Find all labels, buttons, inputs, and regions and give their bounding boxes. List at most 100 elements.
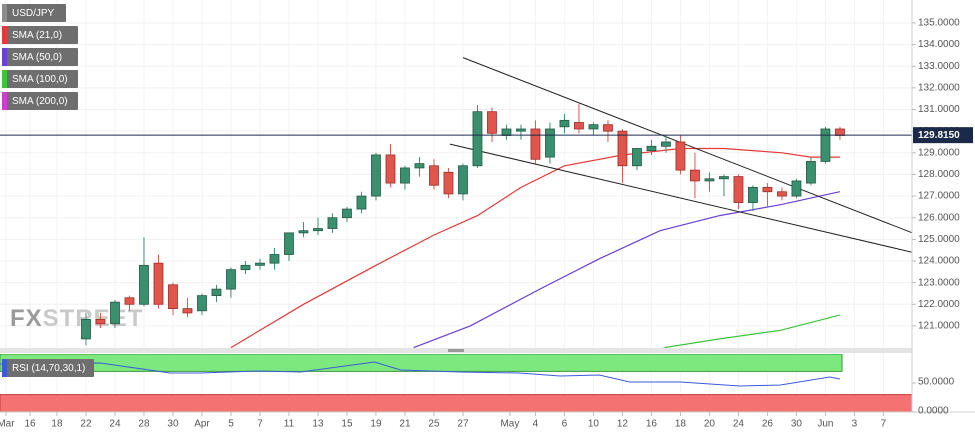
divider-handle[interactable]	[448, 349, 464, 352]
x-tick-label: Mar	[0, 419, 15, 430]
candle-body	[690, 169, 700, 182]
candle-body	[704, 178, 715, 182]
legend-box	[2, 26, 78, 44]
x-tick-label: Apr	[194, 419, 210, 430]
sma-line	[230, 147, 840, 348]
x-tick-label: 7	[257, 419, 263, 430]
candle-body	[806, 161, 816, 184]
candle-body	[81, 319, 91, 340]
candle-body	[617, 130, 628, 167]
candle-body	[472, 111, 483, 167]
x-tick-label: 18	[675, 419, 687, 430]
x-tick-label: 10	[588, 419, 600, 430]
trend-line	[462, 57, 912, 234]
x-tick-label: 11	[284, 419, 295, 430]
candle-body	[284, 232, 294, 255]
candle-body	[327, 217, 338, 229]
y-tick-label: 121.0000	[918, 321, 960, 332]
candle-body	[646, 145, 657, 152]
legend-box	[2, 48, 78, 66]
candle-body	[197, 295, 207, 312]
legend-item[interactable]: RSI (14,70,30,1)	[2, 359, 94, 377]
candle-body	[791, 180, 802, 197]
legend-item[interactable]: USD/JPY	[2, 4, 66, 22]
candle-body	[777, 191, 787, 197]
candle-body	[719, 176, 729, 180]
y-tick-label: 131.0000	[918, 104, 960, 115]
legend-label: SMA (21,0)	[12, 30, 62, 41]
x-tick-label: 20	[704, 419, 716, 430]
x-tick-label: May	[500, 419, 519, 430]
last-price-label: 129.8150	[918, 130, 960, 141]
watermark: FXSTREET	[10, 305, 143, 332]
candle-body	[342, 208, 352, 219]
candle-body	[820, 128, 831, 162]
candle-body	[313, 228, 323, 232]
x-tick-label: 4	[533, 419, 539, 430]
sma-line	[664, 314, 841, 348]
candle-body	[762, 187, 773, 193]
legend-swatch	[2, 26, 7, 44]
candle-body	[675, 141, 686, 171]
candle-body	[298, 230, 309, 234]
x-tick-label: 13	[312, 419, 324, 430]
x-tick-label: 25	[428, 419, 440, 430]
candle-body	[356, 195, 367, 210]
candle-body	[139, 264, 149, 305]
candle-body	[748, 187, 758, 203]
y-tick-label: 134.0000	[918, 39, 960, 50]
x-tick-label: 3	[852, 419, 858, 430]
x-tick-label: 30	[167, 419, 179, 430]
legend-item[interactable]: SMA (100,0)	[2, 70, 78, 88]
watermark-street: STREET	[43, 305, 144, 332]
x-tick-label: 16	[24, 419, 36, 430]
candle-body	[603, 124, 613, 132]
candle-body	[110, 301, 120, 325]
legend-label: SMA (200,0)	[12, 96, 68, 107]
legend-swatch	[2, 4, 7, 22]
candle-body	[487, 111, 497, 134]
legend-item[interactable]: SMA (200,0)	[2, 92, 78, 110]
candle-body	[400, 167, 410, 184]
y-tick-label: 132.0000	[918, 83, 960, 94]
candle-body	[226, 269, 236, 290]
legend-swatch	[2, 70, 7, 88]
x-tick-label: Jun	[817, 419, 833, 430]
rsi-tick-label: 50.0000	[918, 377, 955, 388]
x-tick-label: 21	[399, 419, 411, 430]
candle-body	[371, 154, 381, 197]
candle-body	[269, 254, 280, 264]
x-tick-label: 7	[881, 419, 887, 430]
legend-swatch	[2, 92, 7, 110]
x-tick-label: 12	[617, 419, 629, 430]
candle-body	[153, 262, 164, 305]
candle-body	[516, 128, 526, 132]
x-tick-label: 28	[138, 419, 150, 430]
legend-item[interactable]: SMA (50,0)	[2, 48, 78, 66]
candle-body	[530, 128, 541, 160]
candle-body	[661, 141, 671, 147]
candle-body	[414, 163, 425, 169]
legend-box	[2, 359, 94, 377]
x-tick-label: 27	[457, 419, 469, 430]
candle-body	[632, 148, 642, 167]
candle-body	[559, 119, 570, 128]
y-tick-label: 129.0000	[918, 147, 960, 158]
x-tick-label: 26	[762, 419, 774, 430]
legend-box	[2, 4, 66, 22]
legend-item[interactable]: SMA (21,0)	[2, 26, 78, 44]
last-price-box	[913, 127, 973, 144]
candle-body	[574, 122, 584, 130]
candle-body	[429, 165, 439, 186]
overbought-band	[0, 354, 843, 372]
x-tick-label: 18	[51, 419, 63, 430]
legend-label: USD/JPY	[12, 8, 55, 19]
candle-body	[545, 128, 555, 158]
legend: USD/JPY SMA (21,0) SMA (50,0) SMA (100,0) SM…	[2, 4, 94, 377]
x-tick-label: 30	[791, 419, 803, 430]
candle-body	[255, 262, 265, 266]
y-tick-label: 122.0000	[918, 299, 960, 310]
legend-label: RSI (14,70,30,1)	[12, 363, 85, 374]
legend-label: SMA (100,0)	[12, 74, 68, 85]
price-panel	[0, 57, 912, 348]
